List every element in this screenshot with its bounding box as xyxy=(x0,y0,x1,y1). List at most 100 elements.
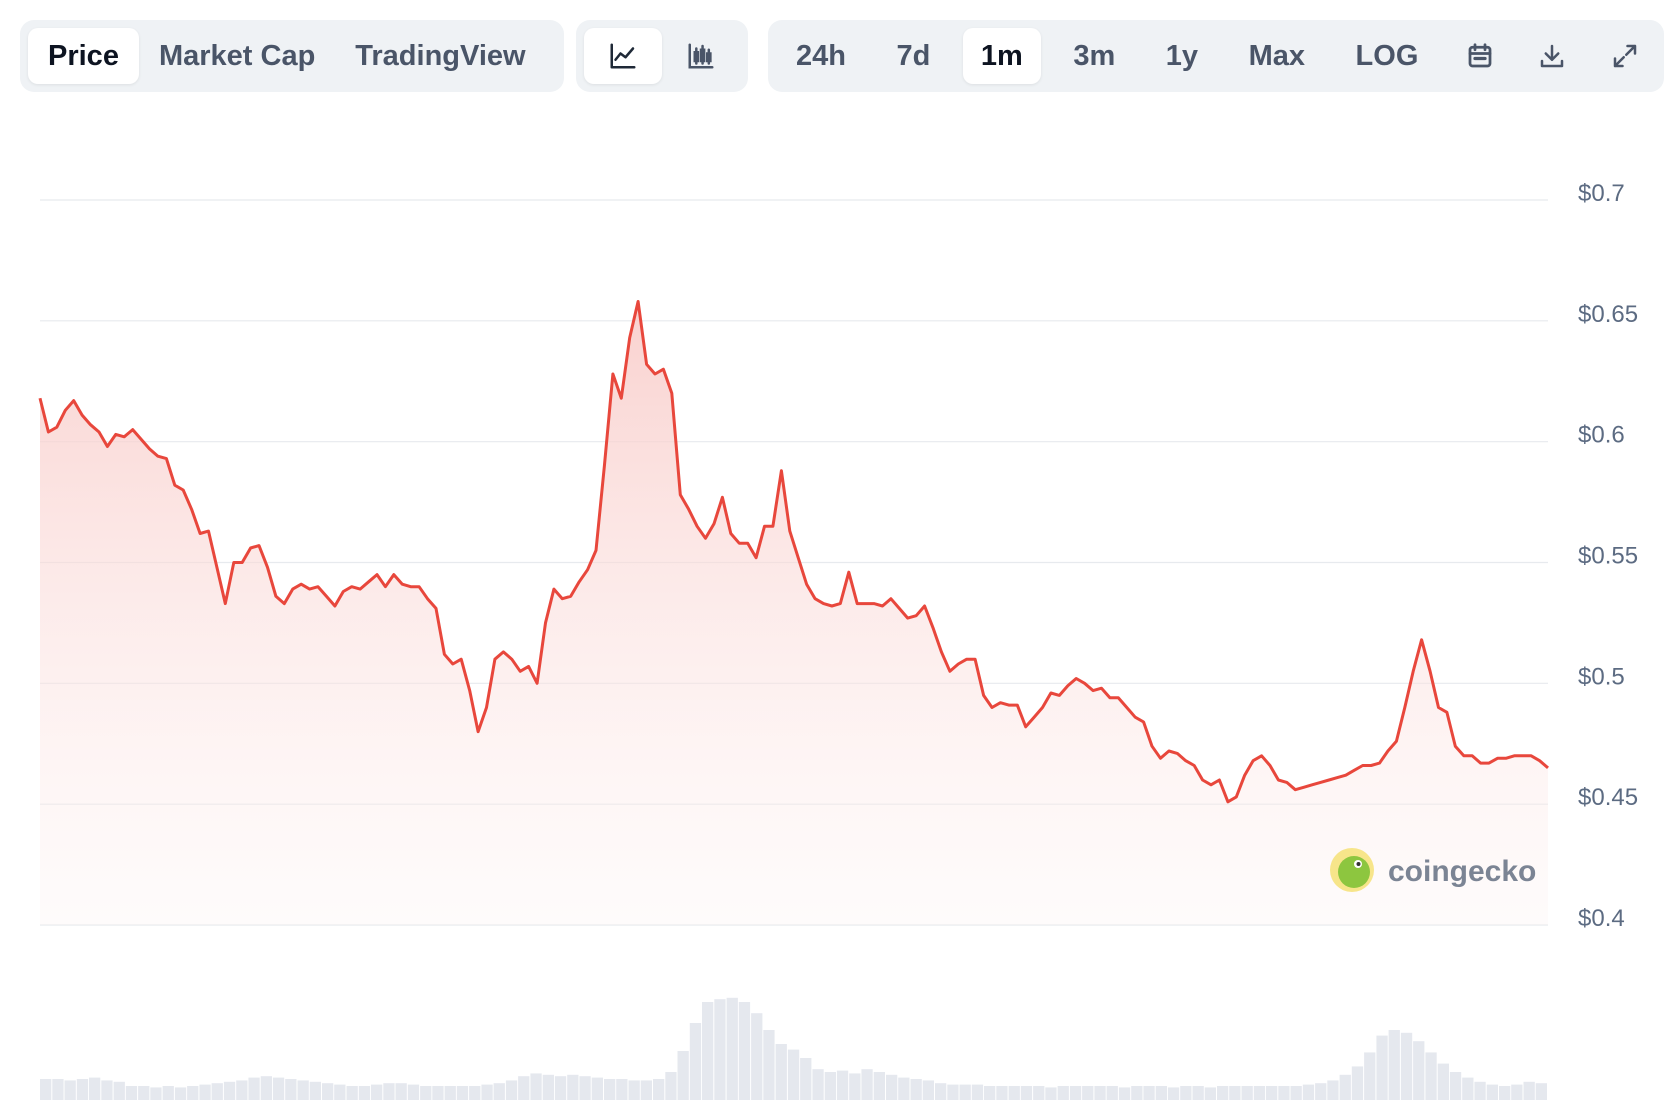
volume-bar xyxy=(628,1080,640,1100)
volume-bar xyxy=(1302,1084,1315,1100)
volume-bar xyxy=(1486,1084,1498,1100)
volume-bar xyxy=(665,1072,677,1100)
coingecko-logo-icon xyxy=(1330,848,1374,892)
volume-bar xyxy=(211,1083,223,1100)
candlestick-chart-icon xyxy=(688,43,714,69)
volume-bar xyxy=(162,1086,174,1100)
log-scale-toggle[interactable]: LOG xyxy=(1338,28,1437,84)
volume-bar xyxy=(420,1086,432,1100)
volume-bar xyxy=(383,1083,395,1100)
volume-bar xyxy=(101,1080,113,1100)
volume-bar xyxy=(1020,1086,1033,1100)
volume-bar xyxy=(1131,1086,1143,1100)
date-picker-button[interactable] xyxy=(1451,28,1509,84)
volume-bar xyxy=(604,1079,616,1100)
y-tick-label: $0.6 xyxy=(1578,422,1625,449)
volume-bar xyxy=(371,1084,383,1100)
volume-bar xyxy=(322,1083,334,1100)
volume-bar xyxy=(1376,1035,1388,1100)
volume-bar xyxy=(812,1069,824,1100)
volume-bar xyxy=(824,1072,836,1100)
volume-bar xyxy=(689,1023,702,1100)
range-1y[interactable]: 1y xyxy=(1148,28,1216,84)
range-3m-label: 3m xyxy=(1073,39,1116,72)
volume-bar xyxy=(787,1049,800,1100)
price-line xyxy=(38,300,1549,804)
volume-bar xyxy=(873,1072,885,1100)
volume-bar xyxy=(1400,1032,1413,1100)
volume-bar xyxy=(971,1084,984,1100)
volume-bar xyxy=(898,1077,910,1100)
volume-bar xyxy=(1523,1081,1535,1100)
range-1m[interactable]: 1m xyxy=(962,28,1041,84)
volume-bar xyxy=(1057,1086,1069,1100)
volume-bar xyxy=(714,999,726,1100)
y-tick-label: $0.45 xyxy=(1578,784,1638,811)
line-chart-button[interactable] xyxy=(584,28,662,84)
volume-bar xyxy=(959,1084,971,1100)
volume-bar xyxy=(395,1083,407,1100)
volume-bar xyxy=(309,1081,321,1100)
volume-bar xyxy=(456,1086,469,1100)
volume-bar xyxy=(150,1087,162,1100)
volume-bar xyxy=(334,1084,346,1100)
volume-bar xyxy=(1155,1086,1167,1100)
volume-bar xyxy=(1535,1083,1547,1100)
download-button[interactable] xyxy=(1523,28,1581,84)
volume-bar xyxy=(1474,1081,1486,1100)
range-3m[interactable]: 3m xyxy=(1055,28,1133,84)
volume-bar xyxy=(1327,1080,1339,1100)
volume-bar xyxy=(849,1073,861,1100)
volume-bar xyxy=(1106,1086,1118,1100)
volume-bar xyxy=(1217,1086,1229,1100)
range-max[interactable]: Max xyxy=(1231,28,1323,84)
volume-bar xyxy=(1449,1072,1462,1100)
range-24h[interactable]: 24h xyxy=(778,28,864,84)
volume-bar xyxy=(1290,1086,1302,1100)
volume-bar xyxy=(530,1073,542,1100)
volume-bar xyxy=(493,1083,505,1100)
volume-bar xyxy=(358,1086,371,1100)
candlestick-chart-button[interactable] xyxy=(662,28,740,84)
volume-bar xyxy=(616,1079,628,1100)
volume-bar xyxy=(76,1079,89,1100)
volume-bar xyxy=(1204,1087,1216,1100)
volume-bar xyxy=(40,1079,52,1100)
volume-bar xyxy=(260,1076,272,1100)
volume-bar xyxy=(1388,1030,1400,1100)
volume-bar xyxy=(199,1084,211,1100)
volume-bar xyxy=(272,1077,285,1100)
volume-bar xyxy=(922,1080,934,1100)
volume-bar xyxy=(346,1086,358,1100)
volume-bar xyxy=(726,997,738,1100)
volume-bar xyxy=(223,1081,236,1100)
volume-bar xyxy=(1033,1086,1045,1100)
y-axis-labels: $0.7 $0.65 $0.6 $0.55 $0.5 $0.45 $0.4 xyxy=(1578,180,1638,932)
volume-bar xyxy=(1008,1086,1020,1100)
range-1m-label: 1m xyxy=(980,39,1023,72)
volume-bar xyxy=(542,1074,554,1100)
tab-tradingview[interactable]: TradingView xyxy=(335,28,545,84)
volume-bar xyxy=(579,1076,591,1100)
fullscreen-button[interactable] xyxy=(1596,28,1654,84)
y-tick-label: $0.55 xyxy=(1578,543,1638,570)
range-7d[interactable]: 7d xyxy=(879,28,949,84)
volume-bar xyxy=(89,1077,101,1100)
volume-bar xyxy=(1241,1086,1253,1100)
volume-bar xyxy=(1499,1086,1511,1100)
volume-bar xyxy=(505,1080,518,1100)
volume-bar xyxy=(113,1081,125,1100)
calendar-icon xyxy=(1468,43,1492,68)
volume-bar xyxy=(138,1086,150,1100)
tab-market-cap[interactable]: Market Cap xyxy=(139,28,335,84)
tab-price[interactable]: Price xyxy=(28,28,139,84)
volume-bar xyxy=(236,1080,248,1100)
volume-bar xyxy=(1339,1074,1351,1100)
metric-tab-group: Price Market Cap TradingView xyxy=(20,20,564,92)
volume-bar xyxy=(1315,1083,1327,1100)
volume-bar xyxy=(554,1076,567,1100)
volume-bar xyxy=(1192,1086,1204,1100)
volume-bar xyxy=(910,1079,922,1100)
volume-bar xyxy=(775,1044,787,1100)
volume-bar xyxy=(1167,1087,1180,1100)
